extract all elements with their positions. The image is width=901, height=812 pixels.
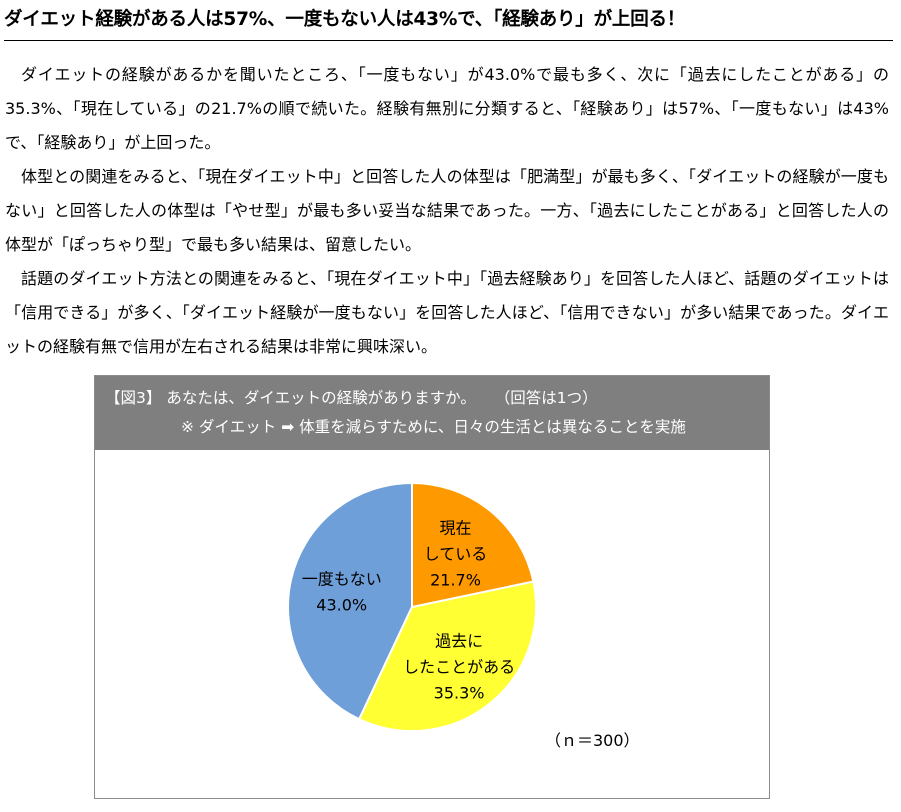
- body-text: ダイエットの経験があるかを聞いたところ、「一度もない」が43.0%で最も多く、次…: [5, 58, 889, 364]
- pie-slice-1: [411, 481, 535, 609]
- pie-slice-label-3: 一度もない 43.0%: [302, 569, 382, 614]
- figure-definition-line: ※ ダイエット ➡ 体重を減らすために、日々の生活とは異なることを実施: [181, 415, 686, 437]
- pie-slice-value-3: 43.0%: [316, 595, 367, 614]
- pie-chart: （ｎ＝300） 現在している 21.7% 過去にしたことがある 35.3% 一度もない 4…: [287, 481, 640, 750]
- paragraph-body-type: 体型との関連をみると、「現在ダイエット中」と回答した人の体型は「肥満型」が最も多…: [5, 167, 889, 254]
- figure-label: 【図3】: [105, 389, 162, 407]
- pie-slice-label-2: 過去にしたことがある 35.3%: [403, 632, 515, 703]
- arrow-right-icon: ➡: [281, 418, 295, 436]
- figure-header: 【図3】 あなたは、ダイエットの経験がありますか。 （回答は1つ） ※ ダイエッ…: [95, 376, 769, 450]
- pie-slice-category-1: している: [424, 544, 488, 563]
- pie-slice-value-2: 35.3%: [434, 684, 485, 703]
- pie-slice-category-3: 一度もない: [302, 569, 382, 588]
- figure-note-prefix: ※ ダイエット: [181, 418, 277, 436]
- figure-answer-note: （回答は1つ）: [494, 389, 598, 407]
- figure-3: 【図3】 あなたは、ダイエットの経験がありますか。 （回答は1つ） ※ ダイエッ…: [94, 375, 770, 799]
- pie-slice-category-2: したことがある: [403, 658, 515, 677]
- pie-slice-category-1: 現在: [439, 518, 471, 537]
- figure-title: 【図3】 あなたは、ダイエットの経験がありますか。 （回答は1つ）: [105, 386, 598, 408]
- pie-slice-label-1: 現在している 21.7%: [424, 518, 488, 589]
- pie-slice-2: [357, 580, 537, 733]
- pie-slice-category-2: 過去に: [435, 632, 483, 651]
- paragraph-overview: ダイエットの経験があるかを聞いたところ、「一度もない」が43.0%で最も多く、次…: [5, 65, 889, 152]
- pie-slice-3: [287, 481, 413, 721]
- figure-definition: 体重を減らすために、日々の生活とは異なることを実施: [299, 418, 686, 436]
- pie-slice-value-1: 21.7%: [430, 570, 481, 589]
- headline: ダイエット経験がある人は57%、一度もない人は43%で、「経験あり」が上回る！: [4, 9, 686, 30]
- sample-size-label: （ｎ＝300）: [545, 731, 640, 750]
- paragraph-diet-methods: 話題のダイエット方法との関連をみると、「現在ダイエット中」「過去経験あり」を回答…: [5, 269, 889, 356]
- figure-question: あなたは、ダイエットの経験がありますか。: [166, 389, 476, 407]
- headline-rule: [4, 40, 893, 41]
